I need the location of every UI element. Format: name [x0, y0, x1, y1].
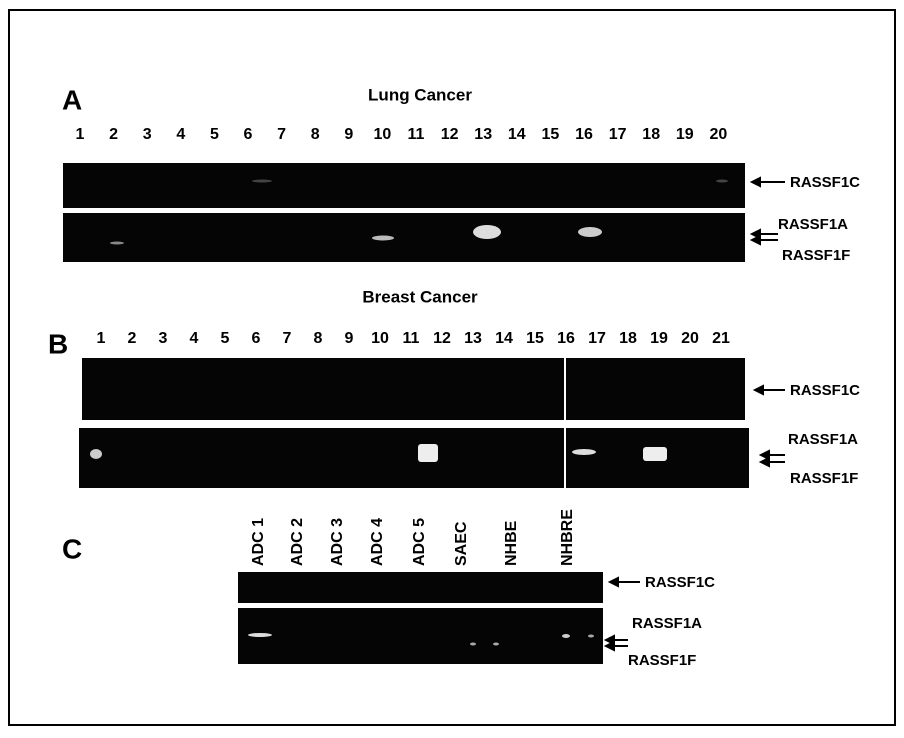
lane-label: ADC 1	[250, 518, 267, 566]
lane-label: 11	[403, 330, 420, 347]
gel	[82, 358, 745, 420]
lane-label: 16	[557, 330, 575, 347]
lane-label: 19	[676, 126, 694, 143]
lane-label: ADC 4	[369, 518, 386, 566]
panel-title: Breast Cancer	[362, 287, 478, 306]
band-label: RASSF1C	[790, 382, 860, 399]
lane-label: ADC 5	[411, 518, 428, 566]
band-label: RASSF1A	[788, 431, 858, 448]
lane-label: 9	[345, 330, 354, 347]
lane-label: 17	[588, 330, 606, 347]
gel-band	[493, 642, 499, 646]
gel	[238, 608, 603, 664]
panel-title: Lung Cancer	[368, 85, 472, 104]
lane-label: 10	[374, 126, 392, 143]
lane-label: 2	[109, 126, 118, 143]
lane-label: ADC 3	[329, 518, 346, 566]
band-label: RASSF1F	[790, 470, 858, 487]
band-label: RASSF1A	[632, 615, 702, 632]
lane-label: 15	[526, 330, 544, 347]
lane-label: 14	[495, 330, 513, 347]
lane-label: 21	[712, 330, 730, 347]
arrows	[752, 384, 785, 468]
gel-band	[372, 235, 394, 241]
panel-letter: A	[62, 84, 82, 115]
lane-label: 19	[650, 330, 668, 347]
lane-label: 11	[408, 126, 425, 143]
gel	[63, 163, 745, 208]
panel-letter: C	[62, 533, 82, 564]
lane-label: 4	[176, 126, 185, 143]
lane-label: 9	[344, 126, 353, 143]
gel-band	[252, 179, 272, 183]
lane-label: 18	[642, 126, 660, 143]
lane-label: 3	[143, 126, 152, 143]
gel-band	[110, 241, 124, 245]
lane-label: NHBE	[503, 520, 520, 566]
lane-label: 3	[159, 330, 168, 347]
lane-label: ADC 2	[289, 518, 306, 566]
gel	[238, 572, 603, 603]
gel-band	[572, 449, 596, 455]
lane-label: 6	[244, 126, 253, 143]
gel-band	[578, 227, 602, 237]
lane-label: 12	[441, 126, 459, 143]
gel-band	[473, 225, 501, 239]
arrows	[603, 576, 640, 652]
lane-label: 8	[314, 330, 323, 347]
band-label: RASSF1F	[628, 652, 696, 669]
gel-band	[562, 634, 570, 638]
lane-label: 1	[97, 330, 106, 347]
gel-band	[90, 449, 102, 459]
lane-label: 6	[252, 330, 261, 347]
gel	[63, 213, 745, 262]
lane-label: 10	[371, 330, 389, 347]
lane-label: 2	[128, 330, 137, 347]
lane-label: 1	[76, 126, 85, 143]
lane-label: 7	[277, 126, 286, 143]
lane-label: 20	[710, 126, 728, 143]
band-label: RASSF1A	[778, 216, 848, 233]
band-label: RASSF1C	[790, 174, 860, 191]
gel	[79, 428, 749, 488]
band-label: RASSF1C	[645, 574, 715, 591]
lane-label: 15	[542, 126, 560, 143]
gel-band	[643, 447, 667, 461]
gel-band	[248, 633, 272, 637]
lane-label: 8	[311, 126, 320, 143]
band-label: RASSF1F	[782, 247, 850, 264]
panel-letter: B	[48, 328, 68, 359]
lane-label: 7	[283, 330, 292, 347]
gel-band	[470, 642, 476, 646]
lane-label: 13	[474, 126, 492, 143]
lane-label: NHBRE	[559, 509, 576, 566]
gel-band	[716, 179, 728, 183]
lane-label: 14	[508, 126, 526, 143]
lane-label: 4	[190, 330, 199, 347]
lane-label: 16	[575, 126, 593, 143]
lane-label: 5	[210, 126, 219, 143]
lane-label: 20	[681, 330, 699, 347]
lane-label: 17	[609, 126, 627, 143]
lane-label: 18	[619, 330, 637, 347]
gel-band	[418, 444, 438, 462]
lane-label: 13	[464, 330, 482, 347]
lane-label: SAEC	[453, 521, 470, 566]
arrows	[749, 176, 785, 246]
lane-label: 12	[433, 330, 451, 347]
gel-band	[588, 634, 594, 638]
lane-label: 5	[221, 330, 230, 347]
